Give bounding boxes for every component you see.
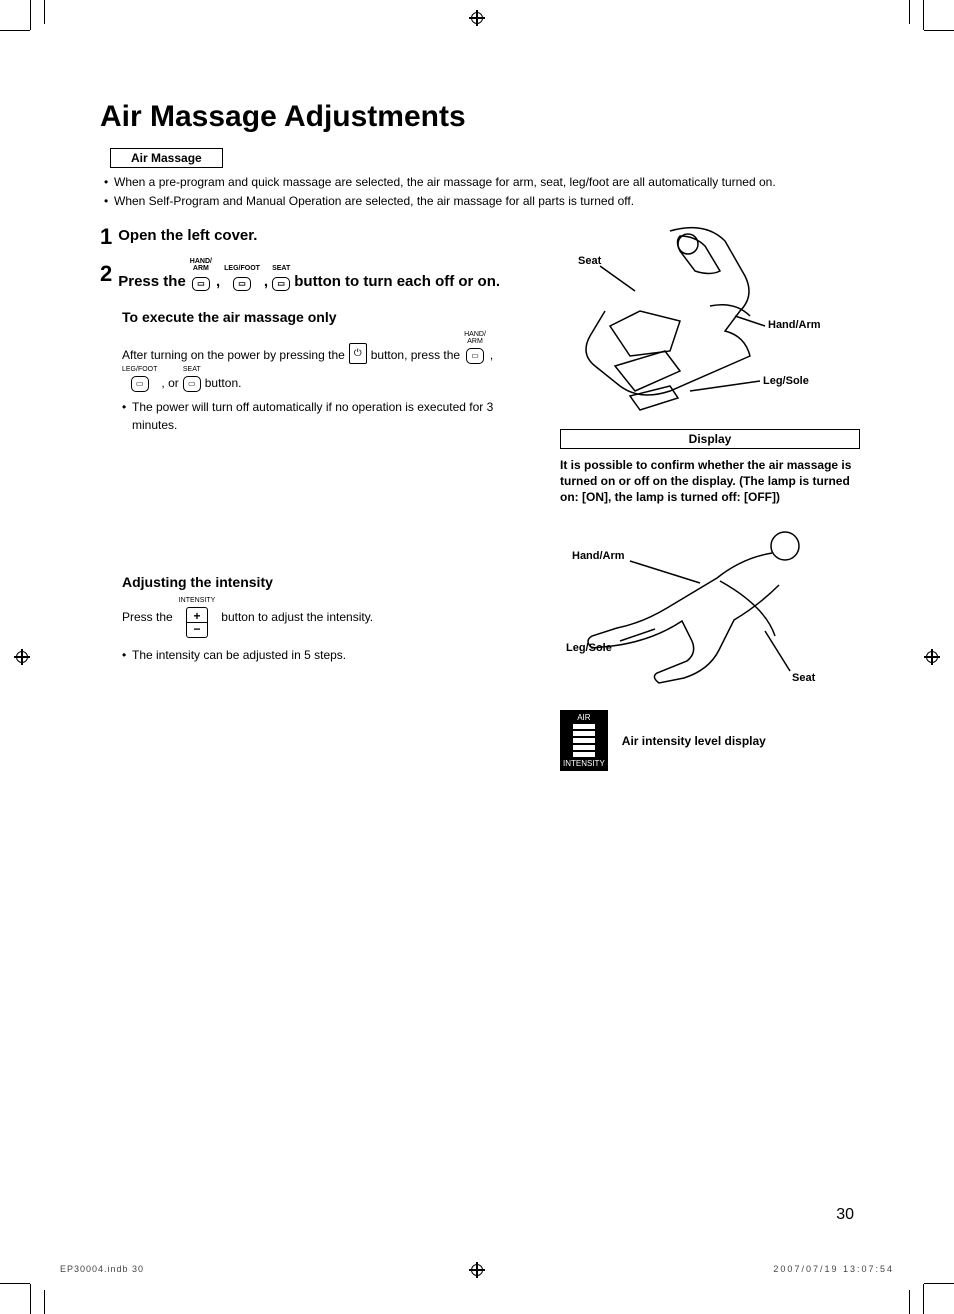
hand-arm-button-icon: HAND/ ARM ▭: [190, 258, 212, 292]
leg-foot-button-icon: LEG/FOOT ▭: [224, 265, 260, 292]
registration-mark-right: [924, 649, 940, 665]
print-footer: EP30004.indb 30 2007/07/19 13:07:54: [60, 1264, 894, 1274]
page-title: Air Massage Adjustments: [100, 100, 860, 134]
intensity-body: Press the INTENSITY + − button to adjust…: [122, 596, 540, 664]
body-label-leg: Leg/Sole: [566, 642, 612, 654]
registration-mark-left: [14, 649, 30, 665]
body-label-seat: Seat: [792, 672, 816, 684]
registration-mark-top: [469, 10, 485, 26]
page-number: 30: [836, 1206, 854, 1224]
chair-label-hand: Hand/Arm: [768, 319, 821, 331]
body-diagram: Hand/Arm Leg/Sole Seat: [560, 511, 840, 691]
display-description: It is possible to confirm whether the ai…: [560, 457, 860, 506]
execute-note: The power will turn off automatically if…: [132, 398, 540, 434]
step-1-number: 1: [100, 226, 112, 248]
execute-heading: To execute the air massage only: [122, 309, 540, 325]
chair-label-leg: Leg/Sole: [763, 375, 809, 387]
chair-diagram: Seat Hand/Arm Leg/Sole: [560, 216, 840, 416]
hand-arm-button-icon-small: HAND/ ARM ▭: [464, 331, 486, 364]
bullet-2: When Self-Program and Manual Operation a…: [114, 193, 860, 210]
intensity-note: The intensity can be adjusted in 5 steps…: [132, 646, 346, 664]
display-section-label: Display: [560, 429, 860, 449]
bullet-1: When a pre-program and quick massage are…: [114, 174, 860, 191]
intensity-heading: Adjusting the intensity: [122, 574, 540, 590]
air-intensity-meter-icon: AIR INTENSITY: [560, 710, 608, 771]
footer-filename: EP30004.indb 30: [60, 1264, 144, 1274]
intensity-button-icon: + −: [186, 607, 208, 638]
leg-foot-button-icon-small: LEG/FOOT ▭: [122, 366, 157, 392]
seat-button-icon: SEAT ▭: [272, 265, 290, 292]
footer-timestamp: 2007/07/19 13:07:54: [773, 1264, 894, 1274]
section-label-air-massage: Air Massage: [110, 148, 223, 168]
chair-label-seat: Seat: [578, 255, 602, 267]
step-2-tail: button to turn each off or on.: [294, 272, 500, 292]
intro-bullets: •When a pre-program and quick massage ar…: [104, 174, 860, 210]
execute-body: After turning on the power by pressing t…: [122, 331, 540, 434]
seat-button-icon-small: SEAT ▭: [183, 366, 201, 392]
step-1-text: Open the left cover.: [118, 226, 257, 246]
step-2-lead: Press the: [118, 272, 186, 292]
air-intensity-caption: Air intensity level display: [622, 734, 766, 748]
power-button-icon: ⏻: [349, 343, 367, 364]
body-label-hand: Hand/Arm: [572, 550, 625, 562]
step-2-number: 2: [100, 263, 112, 285]
